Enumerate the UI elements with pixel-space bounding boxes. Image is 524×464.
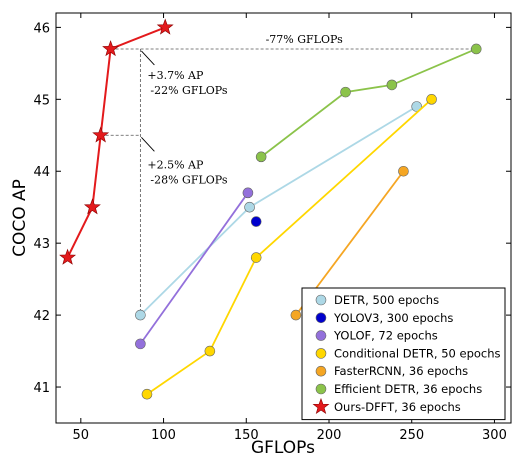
legend-label: Ours-DFFT, 36 epochs <box>334 400 461 414</box>
legend-circle-marker <box>315 348 327 359</box>
y-tick-label: 46 <box>33 21 50 36</box>
x-tick-label: 50 <box>73 428 90 443</box>
circle-marker <box>398 165 409 177</box>
circle-marker <box>470 43 482 55</box>
circle-marker <box>255 151 267 163</box>
circle-marker <box>250 252 262 263</box>
x-tick-label: 300 <box>482 428 507 443</box>
legend-circle-marker <box>315 294 327 306</box>
circle-marker <box>135 309 146 321</box>
legend-label: FasterRCNN, 36 epochs <box>334 364 468 378</box>
circle-marker <box>340 86 351 98</box>
circle-marker <box>204 345 216 357</box>
y-tick-label: 45 <box>33 93 50 108</box>
x-tick-label: 200 <box>317 428 342 443</box>
legend-label: DETR, 500 epochs <box>334 293 439 307</box>
x-tick-label: 100 <box>151 428 176 443</box>
bracket-tick-lower <box>141 136 155 152</box>
series-line <box>146 98 433 395</box>
series-line <box>260 48 477 158</box>
annotation-text: -77% GFLOPs <box>266 33 344 46</box>
circle-marker <box>426 94 437 105</box>
x-tick-label: 150 <box>234 428 259 443</box>
legend-label: Efficient DETR, 36 epochs <box>334 382 482 396</box>
circle-marker <box>411 101 422 112</box>
circle-marker <box>290 309 302 321</box>
y-tick-label: 43 <box>33 237 50 252</box>
legend-star-marker <box>312 397 330 414</box>
legend-label: YOLOF, 72 epochs <box>333 329 438 343</box>
circle-marker <box>244 201 255 213</box>
legend-circle-marker <box>315 330 327 341</box>
y-tick-label: 41 <box>33 381 50 396</box>
bracket-tick-upper <box>141 50 155 66</box>
legend-label: YOLOV3, 300 epochs <box>333 311 453 325</box>
star-marker <box>59 248 77 265</box>
star-marker <box>83 198 101 215</box>
circle-marker <box>135 338 146 350</box>
annotations: -77% GFLOPs +3.7% AP -22% GFLOPs +2.5% AP -2… <box>147 33 343 186</box>
x-axis-title: GFLOPs <box>251 438 315 458</box>
annotation-text: +3.7% AP <box>147 69 204 82</box>
star-marker <box>102 40 120 57</box>
y-tick-label: 42 <box>33 309 50 324</box>
legend-circle-marker <box>315 365 327 377</box>
legend-circle-marker <box>315 383 327 395</box>
legend: DETR, 500 epochs YOLOV3, 300 epochs YOLOF,… <box>301 287 506 421</box>
reference-guides <box>100 48 477 316</box>
circle-marker <box>242 187 254 199</box>
star-marker <box>92 126 110 143</box>
y-axis-title: COCO AP <box>10 179 30 257</box>
series-line <box>139 192 249 345</box>
legend-circle-marker <box>315 312 327 324</box>
star-marker <box>156 18 174 35</box>
annotation-text: +2.5% AP <box>147 158 204 171</box>
circle-marker <box>386 79 398 91</box>
x-tick-label: 250 <box>399 428 424 443</box>
legend-box <box>301 287 506 421</box>
circle-marker <box>141 388 153 400</box>
series-layer <box>59 18 482 400</box>
y-tick-label: 44 <box>33 165 50 180</box>
legend-label: Conditional DETR, 50 epochs <box>334 346 501 360</box>
axis-ticks: 50 100 150 200 250 300 41 42 43 44 45 46 <box>33 13 511 443</box>
annotation-text: -22% GFLOPs <box>150 84 228 97</box>
annotation-text: -28% GFLOPs <box>150 173 228 186</box>
circle-marker <box>250 216 262 227</box>
